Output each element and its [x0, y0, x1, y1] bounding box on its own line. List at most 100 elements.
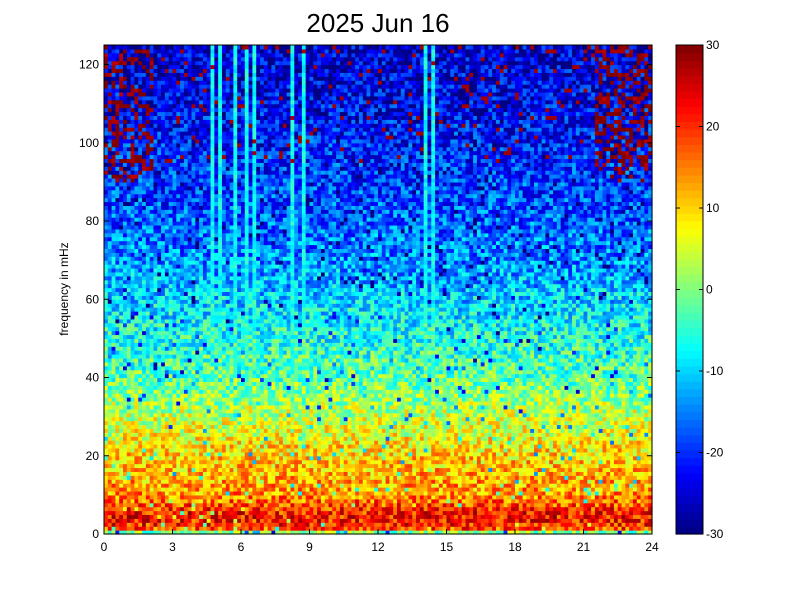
heatmap-cell — [138, 209, 143, 214]
heatmap-cell — [153, 84, 158, 89]
heatmap-cell — [176, 201, 181, 206]
heatmap-cell — [157, 381, 162, 386]
heatmap-cell — [123, 428, 128, 433]
heatmap-cell — [225, 213, 231, 218]
heatmap-cell — [202, 127, 208, 132]
heatmap-cell — [229, 334, 234, 339]
heatmap-cell — [199, 322, 204, 328]
heatmap-cell — [119, 287, 124, 293]
heatmap-cell — [107, 522, 113, 527]
heatmap-cell — [161, 498, 166, 504]
heatmap-cell — [126, 217, 132, 222]
heatmap-cell — [115, 158, 120, 163]
heatmap-cell — [130, 162, 136, 167]
heatmap-cell — [180, 248, 185, 253]
heatmap-cell — [195, 99, 200, 105]
heatmap-cell — [130, 115, 136, 120]
heatmap-cell — [233, 213, 238, 218]
heatmap-cell — [172, 84, 177, 89]
heatmap-cell — [218, 526, 223, 531]
heatmap-cell — [202, 440, 208, 445]
heatmap-cell — [218, 451, 223, 457]
heatmap-cell — [248, 530, 254, 535]
heatmap-cell — [149, 185, 155, 191]
heatmap-cell — [130, 103, 136, 109]
heatmap-cell — [237, 48, 242, 54]
heatmap-cell — [221, 181, 227, 187]
heatmap-cell — [187, 224, 193, 230]
heatmap-cell — [233, 432, 238, 437]
heatmap-cell — [199, 134, 204, 140]
heatmap-cell — [138, 193, 143, 199]
heatmap-cell — [168, 346, 174, 351]
heatmap-cell — [157, 314, 162, 320]
heatmap-cell — [237, 228, 242, 234]
heatmap-cell — [126, 530, 132, 535]
heatmap-cell — [145, 150, 151, 156]
heatmap-cell — [244, 369, 250, 375]
heatmap-cell — [168, 244, 174, 250]
heatmap-cell — [237, 455, 242, 461]
heatmap-cell — [123, 498, 128, 504]
heatmap-cell — [153, 498, 158, 504]
heatmap-cell — [202, 228, 208, 234]
heatmap-cell — [210, 471, 215, 476]
heatmap-cell — [142, 201, 147, 206]
heatmap-cell — [180, 365, 185, 371]
heatmap-cell — [145, 99, 151, 105]
heatmap-cell — [180, 314, 185, 320]
heatmap-cell — [183, 80, 189, 85]
heatmap-cell — [176, 189, 181, 195]
heatmap-cell — [157, 318, 162, 324]
heatmap-cell — [233, 76, 238, 81]
heatmap-cell — [138, 365, 143, 371]
heatmap-cell — [248, 80, 254, 85]
heatmap-cell — [168, 397, 174, 402]
heatmap-cell — [187, 420, 193, 426]
heatmap-cell — [199, 498, 204, 504]
heatmap-cell — [187, 334, 193, 339]
heatmap-cell — [149, 166, 155, 171]
heatmap-cell — [172, 330, 177, 336]
heatmap-cell — [157, 45, 162, 50]
heatmap-cell — [229, 506, 234, 512]
heatmap-cell — [149, 346, 155, 351]
heatmap-cell — [252, 107, 257, 113]
heatmap-cell — [157, 256, 162, 261]
heatmap-cell — [191, 354, 196, 359]
heatmap-cell — [161, 318, 166, 324]
heatmap-cell — [145, 228, 151, 234]
heatmap-cell — [210, 381, 215, 386]
heatmap-cell — [157, 48, 162, 54]
heatmap-cell — [123, 291, 128, 296]
heatmap-cell — [168, 408, 174, 414]
heatmap-cell — [214, 420, 219, 426]
heatmap-cell — [145, 134, 151, 140]
heatmap-cell — [229, 330, 234, 336]
heatmap-cell — [134, 45, 139, 50]
heatmap-cell — [191, 377, 196, 383]
heatmap-cell — [233, 56, 238, 62]
heatmap-cell — [119, 244, 124, 250]
heatmap-cell — [123, 244, 128, 250]
heatmap-cell — [180, 123, 185, 128]
heatmap-cell — [180, 447, 185, 453]
heatmap-cell — [126, 479, 132, 484]
heatmap-cell — [206, 498, 212, 504]
heatmap-cell — [153, 127, 158, 132]
heatmap-cell — [218, 48, 223, 54]
heatmap-cell — [134, 91, 139, 97]
heatmap-cell — [111, 170, 117, 175]
heatmap-cell — [164, 451, 170, 457]
heatmap-cell — [195, 361, 200, 367]
heatmap-cell — [115, 444, 120, 449]
heatmap-cell — [183, 271, 189, 277]
heatmap-cell — [221, 494, 227, 500]
heatmap-cell — [229, 174, 234, 179]
heatmap-cell — [187, 357, 193, 363]
heatmap-cell — [237, 127, 242, 132]
heatmap-cell — [104, 111, 109, 117]
heatmap-cell — [149, 393, 155, 398]
heatmap-cell — [149, 455, 155, 461]
heatmap-cell — [237, 45, 242, 50]
